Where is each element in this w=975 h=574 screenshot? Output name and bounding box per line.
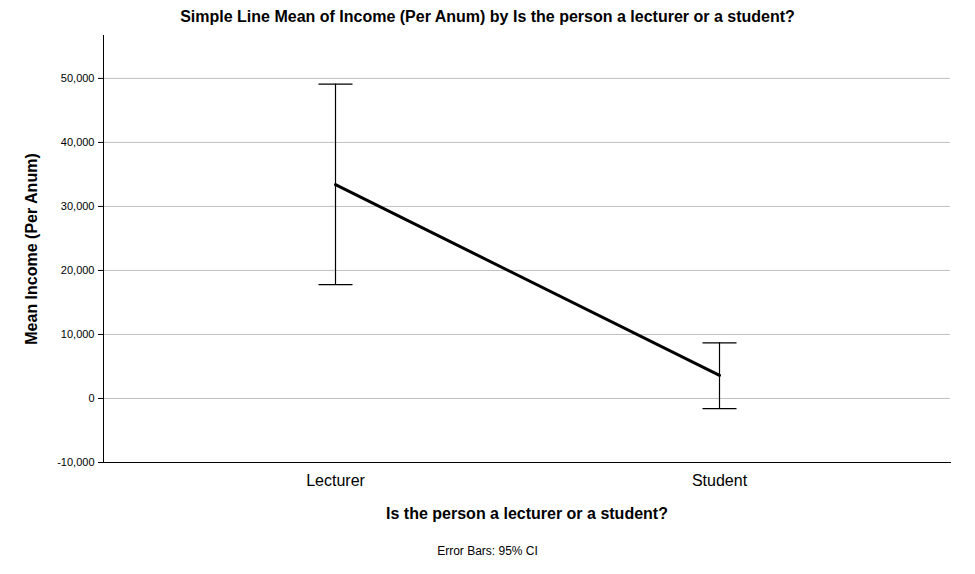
html-text:Simple Line Mean of Income (Pe: Simple Line Mean of Income (Per Anum) by… [180, 8, 795, 25]
svg-text:Mean Income (Per Anum): Mean Income (Per Anum) [23, 153, 40, 344]
svg-text:30,000: 30,000 [61, 200, 95, 212]
svg-text:Lecturer: Lecturer [306, 472, 365, 489]
svg-text:20,000: 20,000 [61, 264, 95, 276]
svg-text:10,000: 10,000 [61, 328, 95, 340]
svg-text:Is the person a lecturer or a: Is the person a lecturer or a student? [386, 505, 668, 522]
svg-text:0: 0 [88, 392, 94, 404]
html-text:Error Bars: 95% CI: Error Bars: 95% CI [437, 544, 538, 558]
svg-text:-10,000: -10,000 [57, 456, 94, 468]
svg-text:Student: Student [692, 472, 748, 489]
svg-text:40,000: 40,000 [61, 136, 95, 148]
svg-text:50,000: 50,000 [61, 72, 95, 84]
